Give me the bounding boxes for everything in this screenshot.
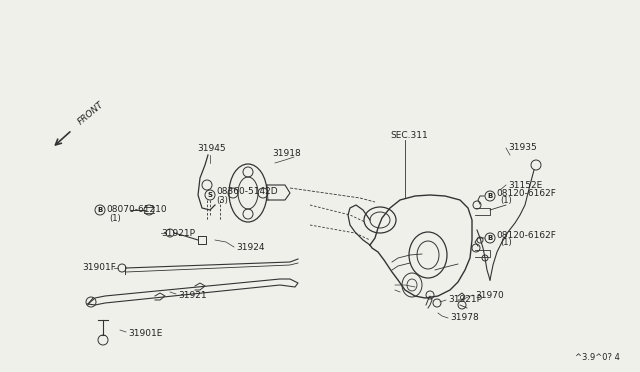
Text: 08360-5142D: 08360-5142D	[216, 187, 278, 196]
Text: 31921P: 31921P	[448, 295, 482, 305]
Text: 31152E: 31152E	[508, 180, 542, 189]
Text: S: S	[207, 192, 212, 198]
Text: 31978: 31978	[450, 314, 479, 323]
Text: 31921: 31921	[178, 291, 207, 299]
Text: 31970: 31970	[475, 291, 504, 299]
Text: 31901E: 31901E	[128, 328, 163, 337]
Text: 08120-6162F: 08120-6162F	[496, 231, 556, 240]
Text: B: B	[488, 235, 493, 241]
Text: 31924: 31924	[236, 244, 264, 253]
Text: B: B	[97, 207, 102, 213]
Text: 31935: 31935	[508, 144, 537, 153]
Text: 31901F: 31901F	[82, 263, 116, 273]
Text: 08120-6162F: 08120-6162F	[496, 189, 556, 198]
Text: (1): (1)	[109, 214, 121, 222]
Text: (1): (1)	[500, 196, 512, 205]
Text: 31918: 31918	[272, 149, 301, 158]
Text: SEC.311: SEC.311	[390, 131, 428, 140]
Text: B: B	[488, 193, 493, 199]
Text: (1): (1)	[500, 238, 512, 247]
Text: ^3.9^0? 4: ^3.9^0? 4	[575, 353, 620, 362]
Text: 31945: 31945	[197, 144, 226, 153]
Text: (3): (3)	[216, 196, 228, 205]
Text: FRONT: FRONT	[76, 100, 106, 127]
Text: 08070-61210: 08070-61210	[106, 205, 166, 215]
Text: 31921P: 31921P	[161, 228, 195, 237]
